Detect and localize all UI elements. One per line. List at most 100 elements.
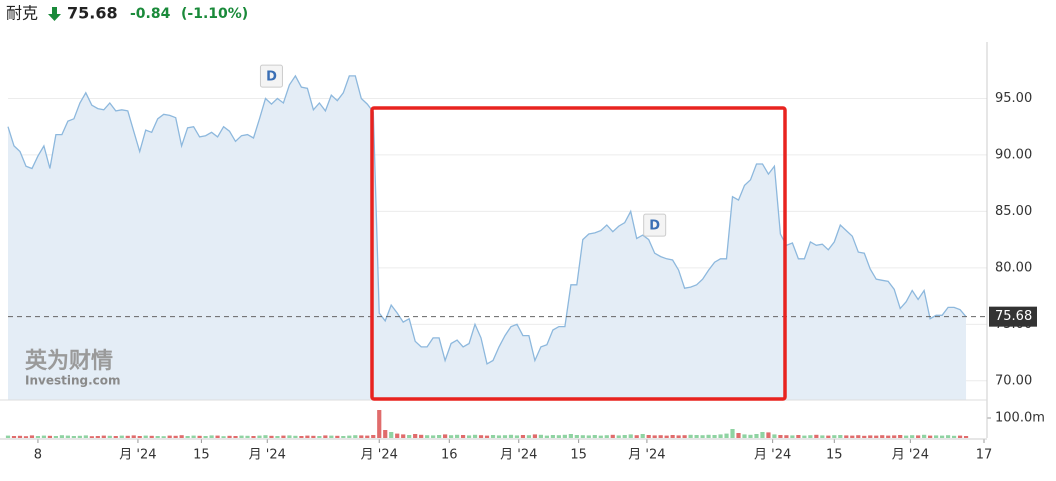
last-price-tag [989,306,1037,327]
volume-bar [419,434,424,438]
volume-bar [89,436,94,438]
volume-bar [568,434,573,438]
volume-bar [963,436,969,438]
volume-bar [939,435,945,438]
volume-bar [622,435,627,438]
volume-bar [736,433,741,438]
volume-bar [47,435,53,438]
volume-bar [874,435,879,438]
volume-bar [934,435,939,438]
volume-bar [233,436,238,438]
dividend-marker: D [649,219,660,234]
volume-bar [299,436,304,438]
volume-bar [293,435,298,438]
volume-bar [592,435,597,438]
volume-bar [544,435,549,438]
volume-bar [700,435,705,438]
change: -0.84 [130,6,171,22]
volume-bar [215,435,220,438]
volume-bar [520,435,526,438]
volume-bar [856,435,861,438]
watermark-en: Investing.com [25,374,121,388]
volume-bar [610,434,615,438]
volume-bar [311,435,316,438]
x-tick-label: 15 [193,448,210,463]
volume-bar [95,436,100,438]
volume-bar [670,435,675,438]
volume-bar [251,436,256,438]
volume-bar [437,435,442,438]
volume-bar [389,432,394,438]
volume-bar [850,435,855,438]
volume-bar [119,435,124,438]
volume-bar [83,435,88,438]
volume-bar [329,435,334,438]
volume-bar [173,435,178,438]
volume-bar [11,436,17,438]
volume-bar [604,435,609,438]
volume-bar [676,435,681,438]
volume-bar [443,434,448,438]
volume-bar [951,435,957,438]
volume-bar [892,435,897,438]
volume-bar [814,434,819,438]
volume-bar [508,434,514,438]
volume-bar [532,434,538,438]
volume-bar [341,436,346,438]
highlight-box [370,106,787,401]
volume-bar [209,435,214,438]
volume-bar [107,435,112,438]
volume-bar [724,433,729,438]
y-tick-label: 80.00 [995,260,1032,275]
volume-bar [808,435,813,438]
volume-bar [149,435,154,438]
volume-bar [646,435,651,438]
volume-bar [167,435,172,438]
volume-bar [586,435,591,438]
volume-bar [502,435,508,438]
y-tick-label: 85.00 [995,204,1032,219]
volume-bar [454,434,460,438]
volume-bar [425,435,430,438]
volume-bar [688,434,693,438]
volume-bar [832,435,837,438]
volume-bar [634,435,639,438]
volume-bar [131,435,136,438]
dividend-marker: D [266,70,277,85]
x-tick-label: 15 [570,448,587,463]
volume-bar [413,434,418,438]
volume-bar [706,434,711,438]
volume-bar [694,435,699,438]
volume-bar [598,435,603,438]
volume-bar [239,435,244,438]
dividend-marker-bg [259,64,283,88]
volume-bar [401,434,406,438]
volume-bar [562,434,567,438]
volume-bar [640,434,645,438]
volume-bar [784,435,789,438]
stock-name: 耐克 [6,4,38,23]
volume-bar [365,435,370,438]
volume-bar [538,434,544,438]
volume-bar [359,435,364,438]
volume-bar [53,436,58,438]
down-arrow-icon [48,7,61,21]
volume-bar [317,436,322,438]
volume-bar [23,436,29,438]
volume-bar [742,434,747,438]
volume-bar [574,435,579,438]
volume-bar [191,435,196,438]
volume-bar [179,435,184,438]
volume-bar [431,435,436,438]
volume-bar [275,436,280,438]
volume-bar [772,434,777,438]
volume-bar [113,436,118,438]
price-area [8,75,967,401]
volume-bar [371,435,376,438]
volume-bar [323,435,328,438]
volume-bar [526,435,532,438]
volume-bar [652,435,657,438]
